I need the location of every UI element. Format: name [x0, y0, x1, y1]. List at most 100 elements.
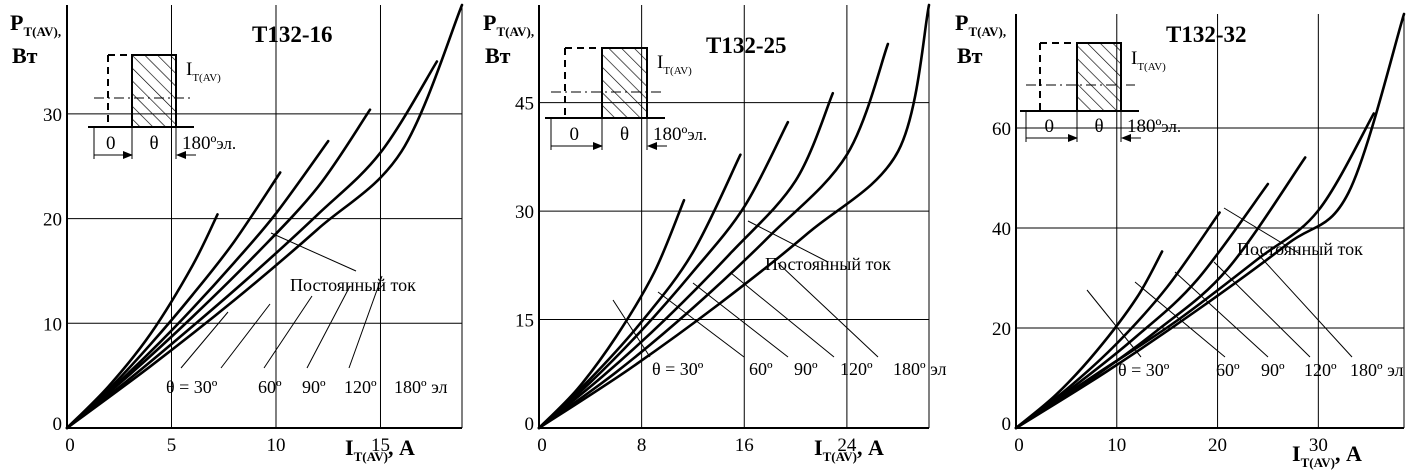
chart-title: T132-32 — [1166, 22, 1247, 47]
dc-curve-label: Постоянный ток — [1237, 239, 1363, 259]
theta-leader-line — [1174, 271, 1269, 358]
inset-theta-label: θ — [620, 124, 629, 145]
y-axis-label: PT(AV), — [955, 10, 1006, 39]
theta-label-5: 180º эл — [394, 377, 447, 397]
dc-leader-line — [270, 232, 357, 272]
series-line-3 — [537, 120, 790, 430]
series-line-1 — [537, 198, 686, 430]
conduction-block — [1076, 42, 1122, 112]
inset-current-sub: T(AV) — [1137, 61, 1166, 73]
y-tick-label: 20 — [992, 319, 1011, 340]
series-line-6 — [65, 3, 464, 430]
inset-end-unit: эл. — [216, 134, 236, 153]
inset-current-main: I — [1131, 48, 1137, 69]
inset-current-main: I — [186, 59, 192, 80]
x-tick-label: 10 — [1107, 435, 1126, 456]
y-axis-label-sub: T(AV), — [496, 24, 534, 39]
y-tick-label: 30 — [43, 105, 62, 126]
theta-label-1: θ = 30º — [652, 359, 704, 379]
theta-label-3: 90º — [302, 377, 326, 397]
theta-label-4: 120º — [1304, 360, 1337, 380]
x-tick-label: 20 — [1208, 435, 1227, 456]
theta-label-5: 180º эл — [893, 359, 946, 379]
y-axis-unit: Вт — [957, 43, 983, 68]
y-axis-label-main: P — [483, 10, 496, 35]
dc-curve-label: Постоянный ток — [290, 275, 416, 295]
inset-current-sub: T(AV) — [663, 65, 692, 77]
theta-leader-line — [306, 285, 351, 369]
x-axis-label-sub: T(AV) — [1301, 455, 1335, 470]
theta-label-2: 60º — [258, 377, 282, 397]
y-axis-label-main: P — [10, 10, 23, 35]
x-tick-label: 0 — [65, 435, 75, 456]
x-tick-label: 30 — [1309, 435, 1328, 456]
conduction-block — [131, 54, 177, 128]
theta-label-2: 60º — [749, 359, 773, 379]
x-tick-label: 0 — [1014, 435, 1024, 456]
inset-zero-label: 0 — [1045, 116, 1055, 137]
series-line-2 — [537, 153, 742, 430]
theta-leader-line — [730, 272, 835, 358]
inset-end-value: 180º — [653, 124, 688, 145]
chart-title: T132-25 — [706, 33, 787, 58]
theta-leader-line — [1134, 281, 1226, 358]
y-axis-label: PT(AV), — [483, 10, 534, 39]
dc-curve-label: Постоянный ток — [765, 254, 891, 274]
x-tick-label: 10 — [266, 435, 285, 456]
inset-current-label: IT(AV) — [657, 52, 692, 77]
current-waveform-inset: 0 θ 180ºэл. IT(AV) — [1020, 42, 1181, 142]
inset-theta-label: θ — [149, 133, 158, 154]
x-axis-label: IT(AV), А — [345, 435, 415, 464]
chart-title: T132-16 — [252, 22, 333, 47]
dc-leader-line — [747, 220, 829, 263]
series-line-5 — [1014, 112, 1376, 430]
y-tick-label: 30 — [515, 202, 534, 223]
theta-label-1: θ = 30º — [1118, 360, 1170, 380]
theta-leader-line — [1255, 251, 1353, 358]
conduction-block — [601, 47, 648, 119]
series-line-1 — [1014, 250, 1164, 430]
current-waveform-inset: 0 θ 180ºэл. IT(AV) — [88, 54, 236, 159]
inset-zero-label: 0 — [106, 133, 116, 154]
series-line-4 — [1014, 156, 1307, 430]
x-axis-label-sub: T(AV) — [354, 449, 388, 464]
y-axis-label-sub: T(AV), — [23, 24, 61, 39]
theta-leader-line — [1086, 289, 1142, 358]
y-tick-label: 0 — [1002, 414, 1012, 435]
series-line-1 — [65, 213, 219, 430]
dc-leader-line — [1223, 207, 1301, 255]
y-tick-label: 20 — [43, 210, 62, 231]
x-axis-label-main: I — [814, 435, 823, 460]
series-line-6 — [1014, 12, 1406, 430]
series-line-5 — [65, 60, 439, 430]
theta-leader-line — [692, 282, 789, 358]
inset-end-unit: эл. — [687, 125, 707, 144]
x-axis-label-unit: , А — [1335, 441, 1362, 466]
x-tick-label: 24 — [837, 435, 857, 456]
inset-end-value: 180º — [182, 133, 217, 154]
x-axis-label-unit: , А — [388, 435, 415, 460]
theta-label-3: 90º — [1261, 360, 1285, 380]
series-line-2 — [1014, 211, 1221, 430]
series-line-2 — [65, 171, 282, 430]
inset-zero-label: 0 — [570, 124, 580, 145]
inset-current-main: I — [657, 52, 663, 73]
theta-leader-line — [220, 303, 271, 369]
y-tick-label: 60 — [992, 119, 1011, 140]
x-tick-label: 15 — [371, 435, 390, 456]
theta-leader-line — [657, 291, 745, 358]
theta-leader-line — [777, 262, 879, 358]
x-axis-label-main: I — [345, 435, 354, 460]
x-tick-label: 5 — [167, 435, 177, 456]
series-line-4 — [537, 91, 835, 430]
inset-end-label: 180ºэл. — [653, 124, 707, 145]
series-line-6 — [537, 3, 931, 430]
y-axis-label: PT(AV), — [10, 10, 61, 39]
y-tick-label: 10 — [43, 314, 62, 335]
theta-leader-line — [180, 311, 229, 369]
theta-leader-line — [348, 275, 383, 369]
